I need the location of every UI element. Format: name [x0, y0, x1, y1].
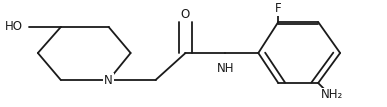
Text: NH: NH: [217, 62, 234, 74]
Text: O: O: [181, 8, 190, 22]
Text: F: F: [275, 2, 282, 16]
Text: NH₂: NH₂: [321, 88, 343, 102]
Text: HO: HO: [5, 21, 23, 33]
Text: N: N: [104, 74, 113, 86]
